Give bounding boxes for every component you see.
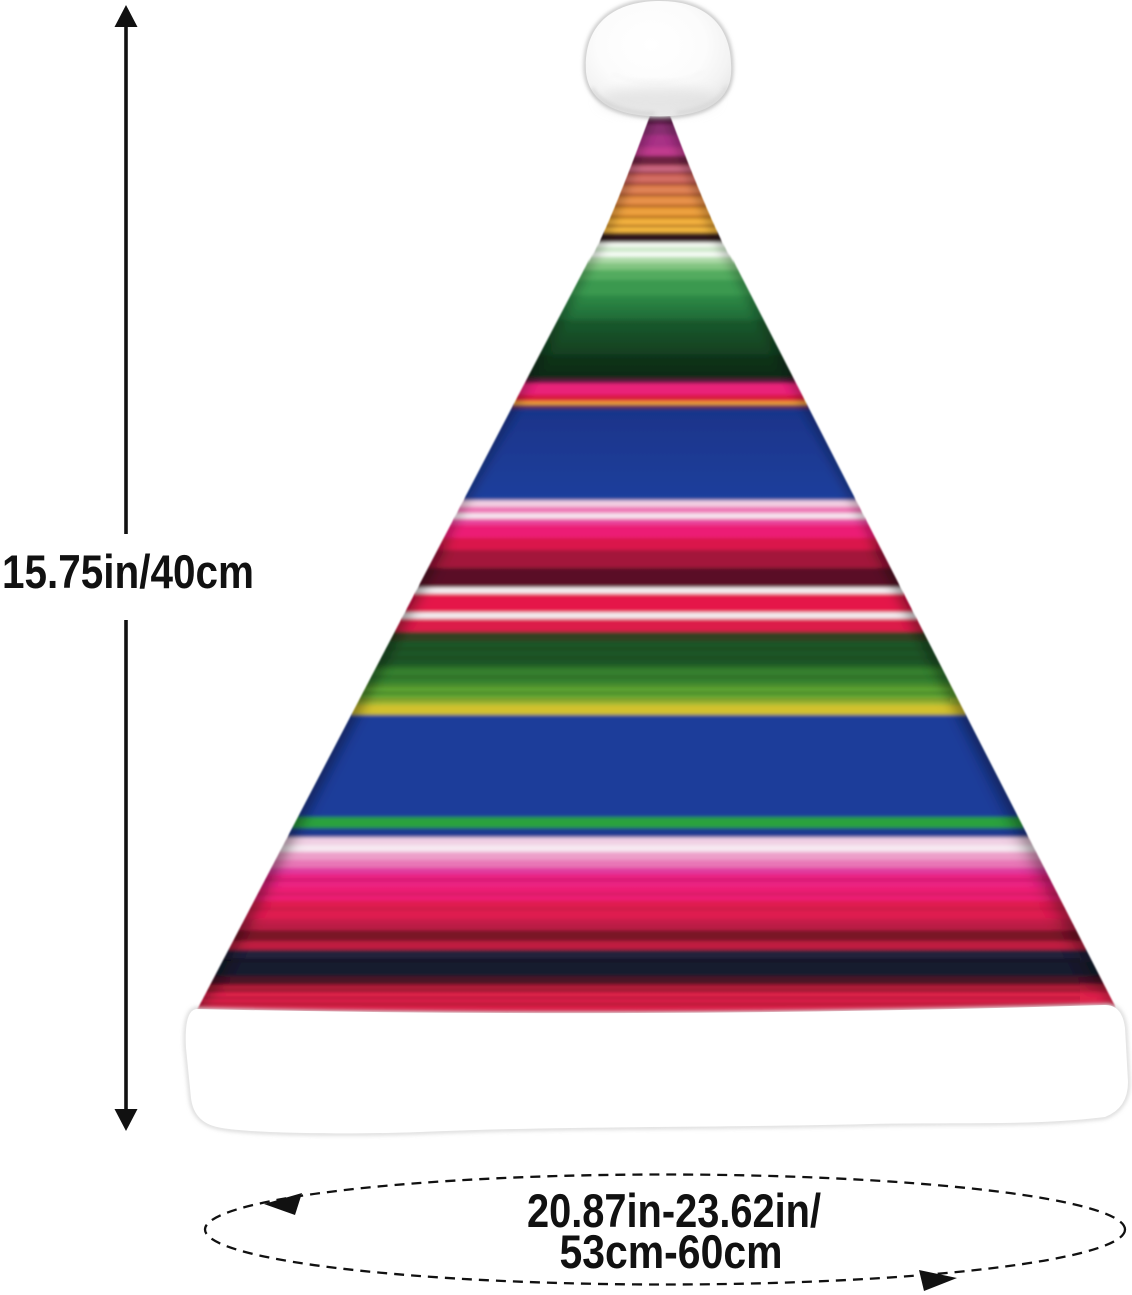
svg-text:20.87in-23.62in/: 20.87in-23.62in/	[527, 1184, 821, 1237]
svg-text:15.75in/40cm: 15.75in/40cm	[2, 545, 254, 598]
svg-text:53cm-60cm: 53cm-60cm	[560, 1225, 783, 1278]
